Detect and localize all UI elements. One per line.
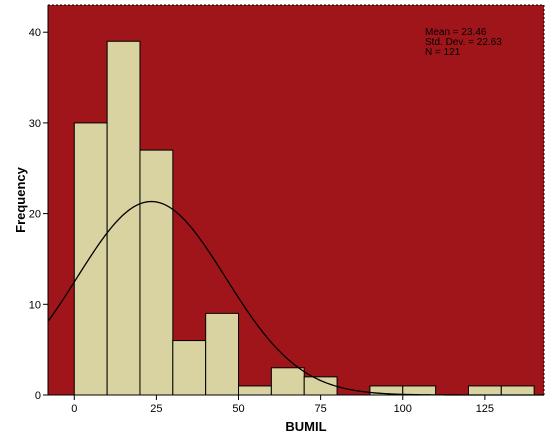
histogram-bar-6	[270, 367, 305, 396]
histogram-bar-13	[500, 385, 535, 396]
y-tick-label-30: 30	[29, 118, 41, 130]
axes-group	[47, 5, 544, 396]
x-axis-title: BUMIL	[285, 419, 326, 434]
stats-box: Mean = 23.46 Std. Dev. = 22.63 N = 121	[425, 27, 502, 58]
x-tick-label-100: 100	[394, 403, 412, 415]
y-tick-label-10: 10	[29, 299, 41, 311]
x-tick-label-50: 50	[232, 403, 244, 415]
x-tick-label-25: 25	[150, 403, 162, 415]
y-axis-title: Frequency	[13, 166, 28, 233]
histogram-bar-2	[139, 149, 174, 396]
x-tick-label-75: 75	[315, 403, 327, 415]
bars-group	[73, 40, 535, 396]
ticks-group: 0 10 20 30 40 0 25 50 75 100 125	[29, 27, 494, 415]
histogram-bar-12	[467, 385, 502, 396]
x-tick-label-125: 125	[476, 403, 494, 415]
histogram-bar-3	[172, 340, 207, 396]
histogram-bar-4	[205, 312, 240, 396]
stats-std-dev: Std. Dev. = 22.63	[425, 37, 502, 48]
stats-n: N = 121	[425, 47, 461, 58]
histogram-bar-0	[73, 122, 108, 396]
stats-mean: Mean = 23.46	[425, 27, 487, 38]
histogram-bar-1	[106, 40, 141, 396]
y-tick-label-20: 20	[29, 209, 41, 221]
x-tick-label-0: 0	[71, 403, 77, 415]
y-tick-label-0: 0	[35, 390, 41, 402]
histogram-bar-7	[303, 376, 338, 396]
y-tick-label-40: 40	[29, 27, 41, 39]
histogram-bar-10	[402, 385, 437, 396]
histogram-bar-5	[238, 385, 272, 396]
